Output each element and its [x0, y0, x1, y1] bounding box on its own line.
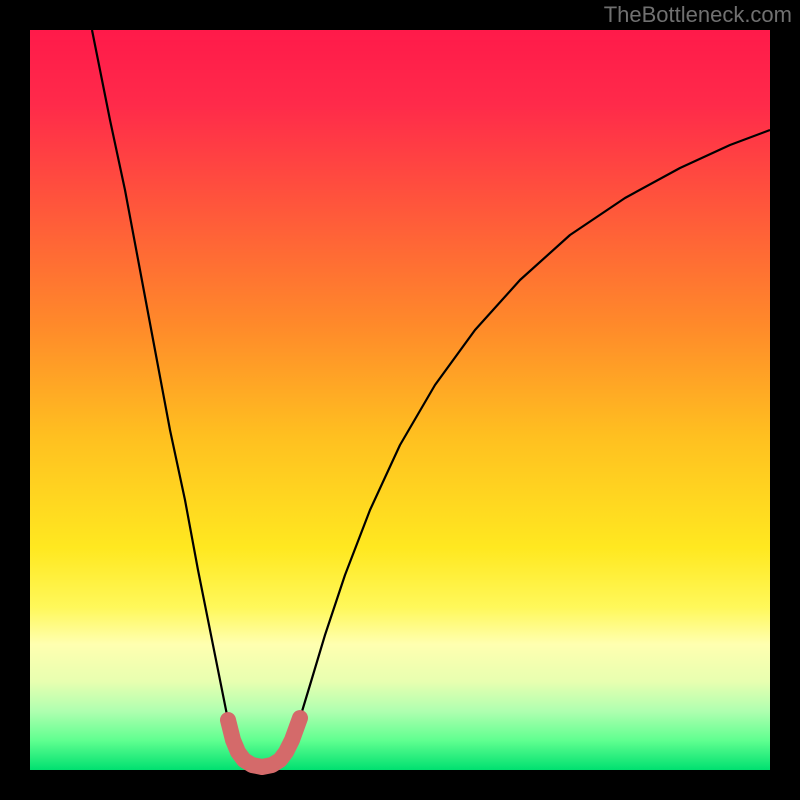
chart-frame: TheBottleneck.com — [0, 0, 800, 800]
watermark-text: TheBottleneck.com — [604, 2, 792, 28]
bottleneck-chart — [0, 0, 800, 800]
plot-background — [30, 30, 770, 770]
